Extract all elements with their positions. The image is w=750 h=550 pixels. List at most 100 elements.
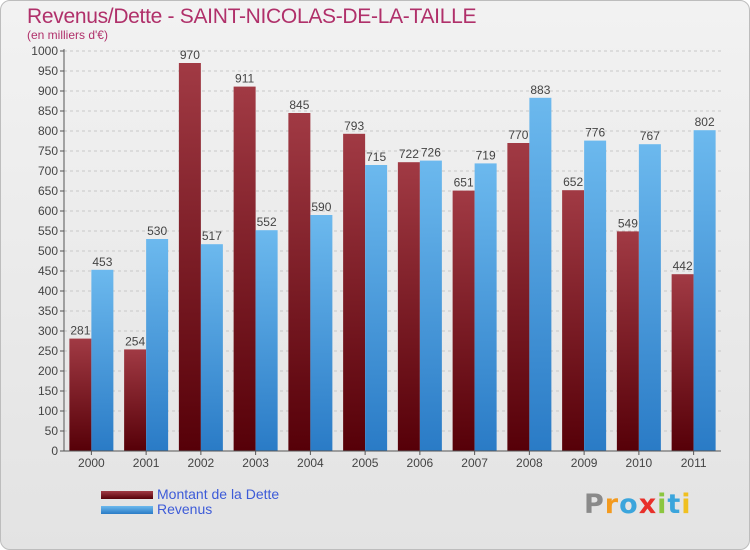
bar-revenus-2008 xyxy=(529,97,552,452)
logo-letter: i xyxy=(657,489,668,520)
x-tick-label: 2010 xyxy=(626,456,653,470)
data-label-revenus-2006: 726 xyxy=(421,146,441,160)
x-tick-label: 2006 xyxy=(407,456,434,470)
data-label-dette-2007: 651 xyxy=(454,176,474,190)
data-label-dette-2005: 793 xyxy=(344,119,364,133)
bar-revenus-2011 xyxy=(693,130,716,451)
bar-dette-2002 xyxy=(178,63,201,451)
data-label-dette-2008: 770 xyxy=(508,128,528,142)
data-label-dette-2001: 254 xyxy=(125,334,145,348)
y-tick-label: 400 xyxy=(38,284,58,298)
x-tick-label: 2005 xyxy=(352,456,379,470)
bar-dette-2003 xyxy=(233,86,256,451)
logo-letter: P xyxy=(584,489,605,520)
y-tick-label: 250 xyxy=(38,344,58,358)
bar-dette-2009 xyxy=(562,190,585,451)
legend-label-revenus: Revenus xyxy=(157,501,213,517)
y-tick-label: 100 xyxy=(38,404,58,418)
y-tick-label: 950 xyxy=(38,64,58,78)
y-tick-label: 650 xyxy=(38,184,58,198)
data-label-revenus-2007: 719 xyxy=(476,148,496,162)
bar-dette-2010 xyxy=(616,231,639,451)
logo-letter: r xyxy=(604,489,620,520)
data-label-dette-2004: 845 xyxy=(289,98,309,112)
y-tick-label: 550 xyxy=(38,224,58,238)
legend-swatch-revenus xyxy=(101,506,153,514)
x-tick-label: 2003 xyxy=(242,456,269,470)
bar-dette-2000 xyxy=(69,338,92,451)
data-label-revenus-2009: 776 xyxy=(585,126,605,140)
x-tick-label: 2002 xyxy=(188,456,215,470)
data-label-revenus-2005: 715 xyxy=(366,150,386,164)
bar-dette-2005 xyxy=(343,133,366,452)
data-label-revenus-2008: 883 xyxy=(530,83,550,97)
data-label-dette-2011: 442 xyxy=(673,259,693,273)
y-tick-label: 500 xyxy=(38,244,58,258)
bar-dette-2011 xyxy=(671,274,694,451)
y-tick-label: 800 xyxy=(38,124,58,138)
data-label-revenus-2003: 552 xyxy=(257,215,277,229)
x-tick-label: 2009 xyxy=(571,456,598,470)
bar-revenus-2001 xyxy=(146,239,169,451)
bar-revenus-2006 xyxy=(419,160,442,451)
bar-revenus-2005 xyxy=(365,165,388,451)
y-tick-label: 300 xyxy=(38,324,58,338)
y-tick-label: 900 xyxy=(38,84,58,98)
y-tick-label: 1000 xyxy=(31,44,58,58)
legend-label-dette: Montant de la Dette xyxy=(157,486,280,502)
x-tick-label: 2008 xyxy=(516,456,543,470)
bar-dette-2007 xyxy=(452,190,475,451)
y-tick-label: 150 xyxy=(38,384,58,398)
bar-revenus-2000 xyxy=(91,269,114,451)
bar-revenus-2002 xyxy=(200,244,223,451)
logo-letter: o xyxy=(619,489,639,520)
legend-swatch-dette xyxy=(101,491,153,499)
axes: 0 50 100 150 200 250 300 350 400 450 500 550 600 650 7… xyxy=(31,44,721,470)
x-tick-label: 2011 xyxy=(681,456,707,470)
x-tick-label: 2007 xyxy=(461,456,488,470)
data-label-revenus-2002: 517 xyxy=(202,229,222,243)
logo-letter: t xyxy=(667,489,682,520)
x-tick-label: 2000 xyxy=(78,456,105,470)
y-tick-label: 700 xyxy=(38,164,58,178)
bar-revenus-2007 xyxy=(474,163,497,451)
bar-dette-2006 xyxy=(397,162,420,451)
bar-dette-2008 xyxy=(507,143,530,451)
y-tick-label: 850 xyxy=(38,104,58,118)
data-label-dette-2009: 652 xyxy=(563,175,583,189)
y-tick-label: 200 xyxy=(38,364,58,378)
data-label-dette-2003: 911 xyxy=(235,72,254,86)
bars xyxy=(69,63,716,452)
proxiti-logo: Proxiti xyxy=(584,489,692,520)
y-tick-label: 450 xyxy=(38,264,58,278)
data-label-revenus-2004: 590 xyxy=(311,200,331,214)
bar-dette-2004 xyxy=(288,113,311,451)
data-label-dette-2002: 970 xyxy=(180,48,200,62)
x-tick-label: 2001 xyxy=(133,456,160,470)
bar-revenus-2004 xyxy=(310,215,333,451)
data-label-dette-2006: 722 xyxy=(399,147,419,161)
data-label-revenus-2010: 767 xyxy=(640,129,660,143)
data-label-dette-2000: 281 xyxy=(70,324,90,338)
chart-subtitle: (en milliers d'€) xyxy=(27,28,108,42)
x-tick-label: 2004 xyxy=(297,456,324,470)
bar-revenus-2009 xyxy=(584,140,607,451)
bar-revenus-2003 xyxy=(255,230,278,451)
y-tick-label: 50 xyxy=(45,424,59,438)
logo-letter: i xyxy=(681,489,692,520)
data-label-revenus-2011: 802 xyxy=(695,115,715,129)
data-label-dette-2010: 549 xyxy=(618,216,638,230)
logo-letter: x xyxy=(638,489,658,520)
chart-title: Revenus/Dette - SAINT-NICOLAS-DE-LA-TAIL… xyxy=(27,5,477,28)
bar-dette-2001 xyxy=(124,349,147,451)
data-label-revenus-2000: 453 xyxy=(92,255,112,269)
data-label-revenus-2001: 530 xyxy=(147,224,167,238)
y-tick-label: 350 xyxy=(38,304,58,318)
y-tick-label: 750 xyxy=(38,144,58,158)
grid-lines xyxy=(64,50,721,432)
y-tick-label: 600 xyxy=(38,204,58,218)
bar-revenus-2010 xyxy=(638,144,661,451)
